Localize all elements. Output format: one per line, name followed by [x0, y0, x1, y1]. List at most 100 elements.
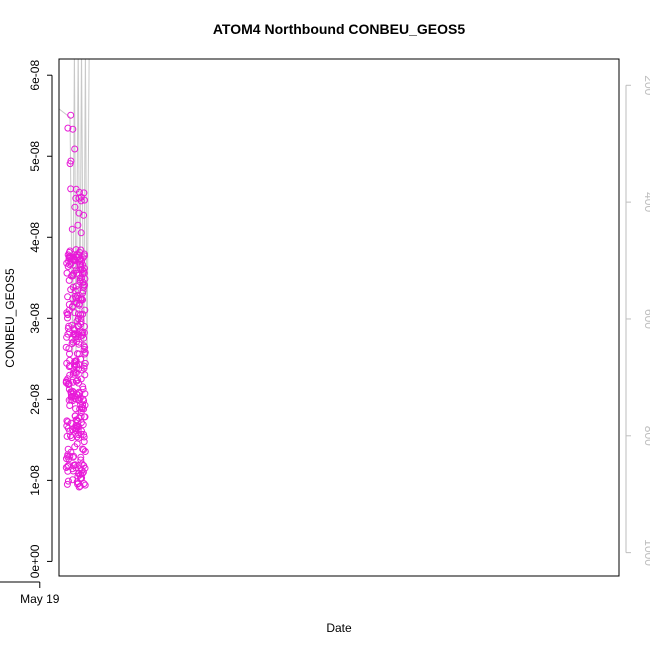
- x-axis-label: Date: [326, 621, 352, 635]
- data-point: [72, 377, 80, 385]
- data-point: [69, 378, 77, 386]
- data-point: [63, 310, 71, 318]
- data-point: [76, 389, 84, 397]
- plot-area: [59, 59, 90, 491]
- data-point: [79, 331, 86, 339]
- data-point: [75, 469, 83, 477]
- data-point: [77, 263, 85, 271]
- data-point: [68, 340, 76, 348]
- data-point: [73, 269, 81, 277]
- data-point: [71, 412, 79, 420]
- data-point: [68, 434, 76, 442]
- data-point: [79, 261, 87, 269]
- right-tick-label-2: 600: [642, 309, 650, 329]
- data-point: [81, 306, 89, 314]
- data-point: [63, 259, 71, 267]
- series-4: [62, 111, 89, 491]
- data-point: [75, 396, 83, 404]
- x-tick-label-4: May 19: [20, 592, 60, 606]
- data-point: [73, 422, 81, 430]
- data-point: [67, 157, 75, 165]
- data-point: [72, 369, 80, 377]
- chart-title: ATOM4 Northbound CONBEU_GEOS5: [213, 21, 465, 37]
- data-point: [71, 145, 79, 153]
- data-point: [79, 468, 87, 476]
- data-point: [75, 350, 83, 358]
- y-tick-label-2: 2e-08: [28, 384, 42, 415]
- data-point: [71, 309, 79, 317]
- data-point: [67, 432, 74, 440]
- y-tick-label-6: 6e-08: [28, 60, 42, 91]
- data-point: [66, 247, 74, 255]
- data-point: [63, 359, 71, 367]
- data-point: [73, 390, 80, 398]
- data-point: [64, 124, 72, 132]
- plot-layer: 0e+00 1e-08 2e-08 3e-08 4e-08 5e-08 6e-08 May 1…: [0, 59, 650, 606]
- data-point: [75, 414, 83, 422]
- right-axis: 200 400 600 800 1000: [625, 75, 650, 566]
- data-point: [64, 477, 72, 485]
- data-point: [80, 462, 88, 470]
- data-point: [79, 296, 87, 304]
- plot-frame: [58, 58, 620, 577]
- data-point: [81, 359, 89, 367]
- data-point: [73, 250, 81, 258]
- data-point: [81, 196, 88, 204]
- data-point: [77, 453, 85, 461]
- right-tick-label-1: 400: [642, 192, 650, 212]
- data-point: [79, 281, 87, 289]
- data-point: [75, 434, 82, 442]
- data-point: [69, 283, 77, 291]
- data-point: [66, 402, 74, 409]
- data-point: [64, 418, 72, 426]
- data-point: [71, 443, 79, 451]
- data-point: [62, 464, 70, 471]
- data-point: [80, 431, 88, 438]
- data-point: [71, 360, 79, 368]
- data-point: [62, 377, 70, 385]
- data-point: [72, 464, 80, 472]
- data-point: [75, 423, 83, 431]
- data-point: [73, 338, 80, 346]
- data-point: [62, 343, 70, 351]
- data-point: [77, 229, 85, 237]
- data-point: [65, 257, 73, 265]
- data-point: [80, 446, 87, 454]
- data-point: [74, 310, 82, 318]
- y-tick-label-1: 1e-08: [28, 465, 42, 496]
- data-point: [67, 111, 75, 119]
- data-point: [68, 321, 76, 329]
- data-point: [80, 329, 88, 337]
- data-point: [63, 333, 71, 341]
- data-point: [64, 375, 72, 383]
- data-point: [77, 318, 85, 326]
- data-point: [71, 292, 79, 300]
- data-point: [80, 269, 88, 277]
- data-point: [80, 413, 88, 421]
- data-point: [71, 461, 79, 469]
- data-point: [74, 480, 82, 488]
- data-point: [69, 125, 77, 133]
- data-point: [66, 452, 74, 460]
- right-tick-label-4: 1000: [642, 539, 650, 566]
- y-axis: 0e+00 1e-08 2e-08 3e-08 4e-08 5e-08 6e-08: [28, 60, 53, 578]
- data-point: [80, 211, 88, 219]
- data-point: [64, 314, 71, 322]
- data-point: [64, 263, 72, 270]
- right-tick-label-0: 200: [642, 75, 650, 95]
- data-point: [80, 438, 88, 446]
- data-point: [81, 401, 89, 409]
- data-point: [65, 461, 72, 469]
- data-point: [68, 225, 76, 233]
- x-axis: May 11May 13May 15May 17May 19: [0, 581, 60, 606]
- data-point: [69, 476, 77, 484]
- y-tick-label-0: 0e+00: [28, 544, 42, 578]
- data-point: [70, 330, 78, 338]
- data-point: [69, 302, 76, 310]
- data-point: [80, 397, 88, 405]
- data-point: [63, 417, 71, 425]
- data-point: [67, 390, 75, 398]
- data-point: [66, 350, 73, 358]
